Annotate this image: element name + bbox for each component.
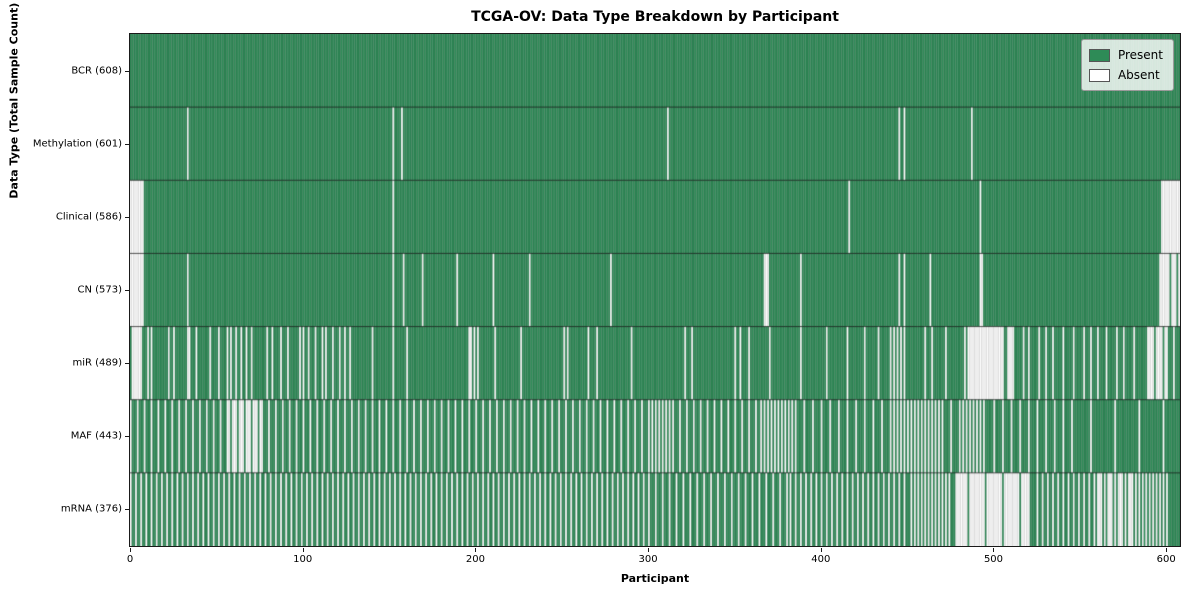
x-tick-label: 600: [1156, 554, 1176, 565]
x-tick-label: 500: [983, 554, 1004, 565]
x-tick-label: 0: [126, 554, 134, 565]
x-axis-label: Participant: [620, 572, 690, 585]
x-tick-label: 200: [465, 554, 485, 565]
chart-title: TCGA-OV: Data Type Breakdown by Particip…: [471, 9, 839, 25]
y-tick-label: Clinical (586): [55, 211, 122, 223]
y-tick-mark: [125, 290, 129, 291]
x-tick-mark: [1166, 548, 1168, 552]
x-tick-mark: [648, 548, 650, 552]
legend: Present Absent: [1080, 39, 1174, 91]
y-tick-label: Methylation (601): [32, 138, 122, 150]
legend-absent-label: Absent: [1117, 68, 1160, 82]
y-axis-label: Data Type (Total Sample Count): [7, 2, 21, 199]
x-tick-label: 100: [293, 554, 313, 565]
y-tick-label: MAF (443): [70, 430, 122, 442]
y-tick-label: mRNA (376): [60, 503, 122, 515]
legend-present-swatch: [1088, 48, 1110, 62]
y-tick-mark: [125, 143, 129, 145]
x-tick-mark: [475, 548, 477, 552]
legend-entry-present: Present: [1088, 45, 1163, 65]
legend-entry-absent: Absent: [1088, 65, 1163, 85]
x-tick-mark: [130, 548, 131, 552]
legend-absent-swatch: [1088, 68, 1110, 82]
y-tick-mark: [125, 363, 129, 365]
x-tick-mark: [302, 548, 304, 552]
x-tick-mark: [820, 548, 822, 552]
x-tick-label: 400: [811, 554, 831, 565]
y-tick-label: CN (573): [77, 284, 122, 296]
y-tick-mark: [125, 70, 129, 72]
y-tick-mark: [125, 509, 129, 511]
y-tick-label: miR (489): [72, 357, 122, 369]
legend-present-label: Present: [1117, 48, 1163, 62]
heatmap-canvas: [130, 34, 1180, 546]
plot-area: Present Absent: [129, 33, 1181, 547]
y-tick-mark: [125, 216, 129, 218]
x-tick-mark: [993, 548, 995, 552]
y-tick-label: BCR (608): [71, 65, 122, 77]
y-tick-mark: [125, 436, 129, 438]
x-tick-label: 300: [638, 554, 658, 565]
